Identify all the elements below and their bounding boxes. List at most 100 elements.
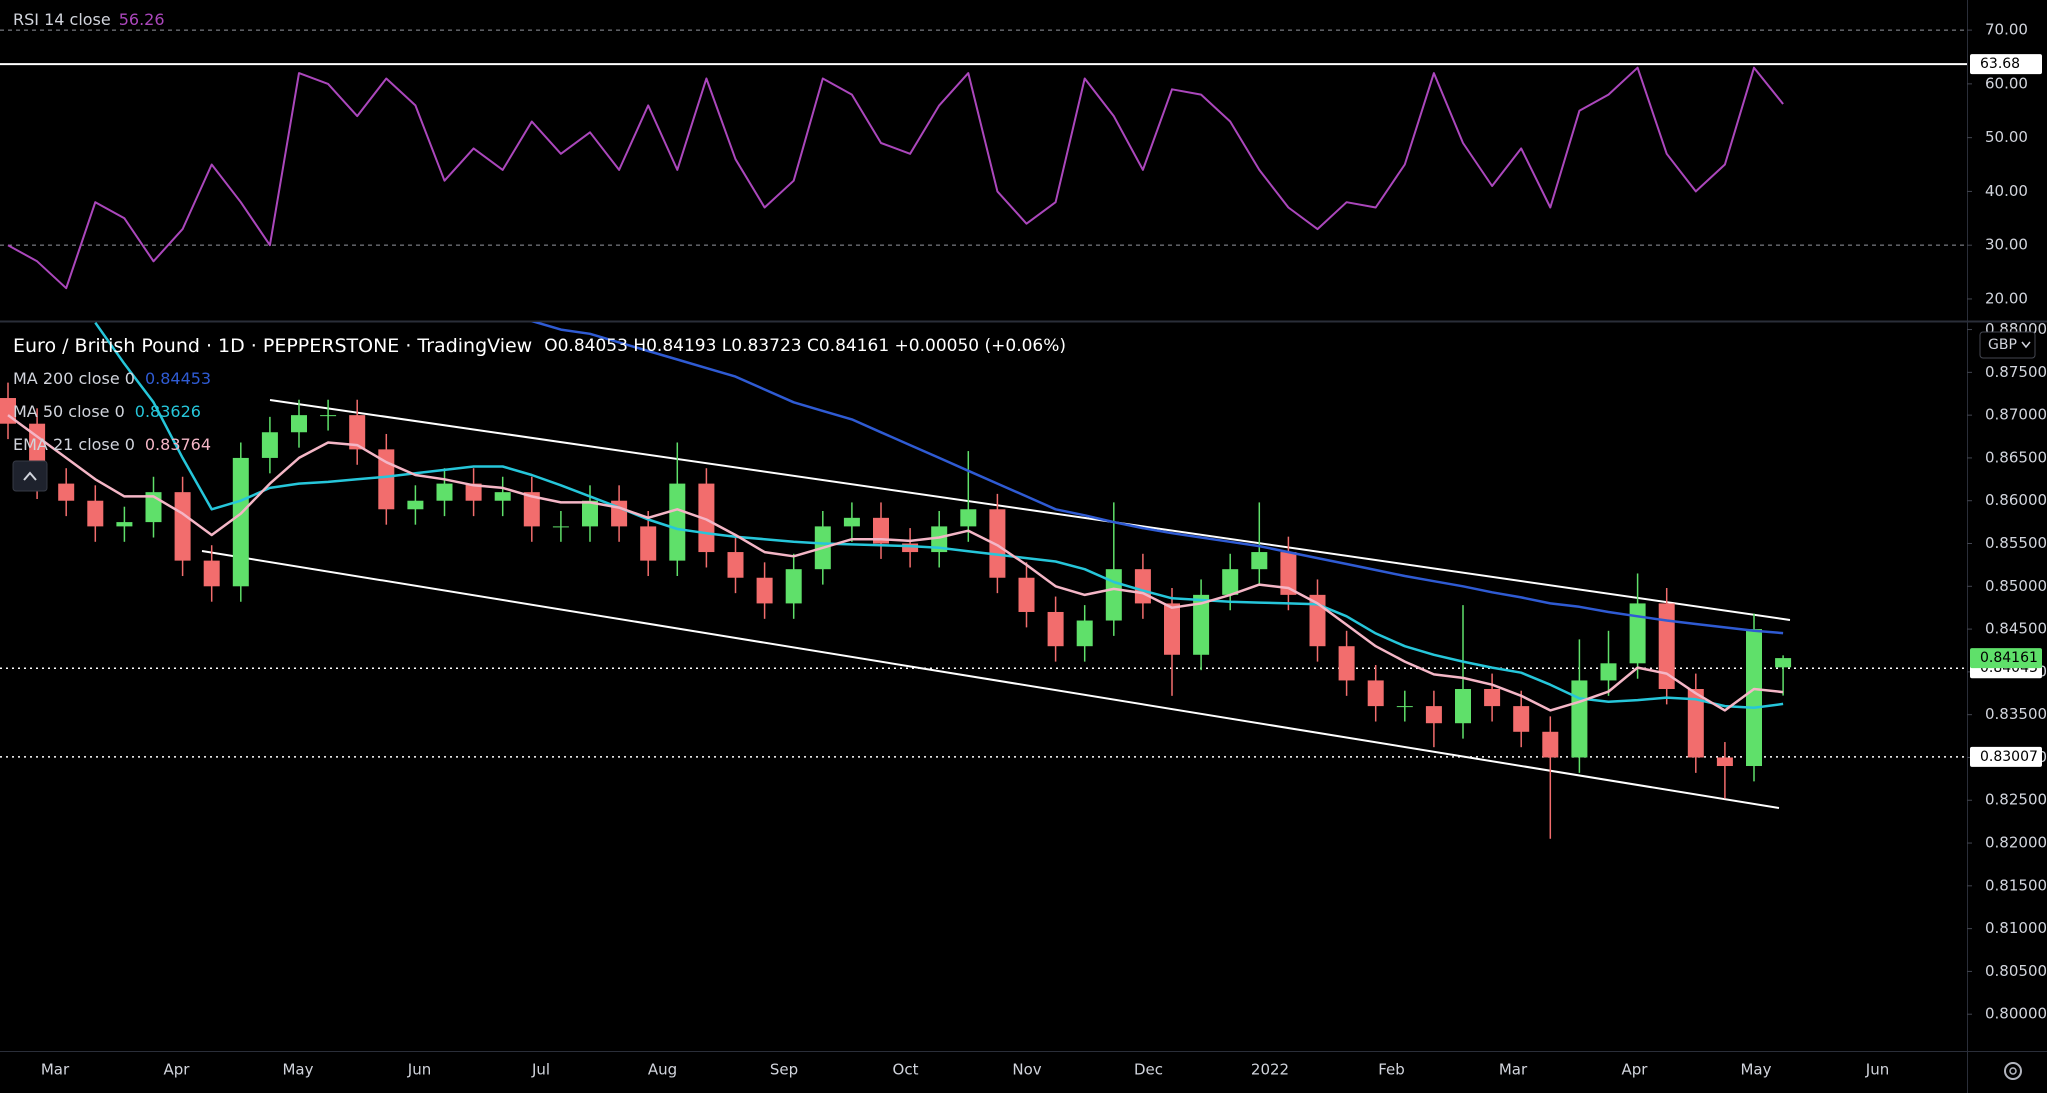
x-tick-label: Jun [407, 1061, 431, 1079]
candle-body [873, 517, 889, 544]
indicator-legend-row: MA 50 close 0 0.83626 [13, 402, 201, 421]
y-tick-label: 0.85000 [1985, 577, 2047, 595]
candle-body [1193, 594, 1210, 655]
price-label: 0.83007 [1980, 749, 2038, 765]
rsi-value: 56.26 [119, 10, 165, 29]
candle-body [261, 432, 278, 458]
candle-body [1629, 603, 1646, 664]
candle-body [1600, 663, 1617, 681]
indicator-value: 0.84453 [145, 369, 211, 388]
rsi-legend: RSI 14 close 56.26 [13, 10, 165, 29]
candle-body [407, 500, 424, 510]
price-pane [0, 322, 1967, 839]
moving-average-line [7, 414, 1784, 712]
y-tick-label: 0.80000 [1985, 1005, 2047, 1023]
x-tick-label: Apr [1622, 1061, 1649, 1079]
candle-body [989, 509, 1006, 578]
price-label-box [1970, 54, 2042, 75]
y-tick-label: 0.87500 [1985, 363, 2047, 381]
indicator-name: MA 50 close 0 [13, 402, 125, 421]
candle-body [1746, 629, 1762, 767]
y-tick-label: 0.87000 [1985, 406, 2047, 424]
moving-average-line [531, 322, 1784, 635]
candle-body [727, 552, 744, 578]
y-tick-label: 20.00 [1985, 289, 2028, 307]
y-tick-label: 0.84500 [1985, 620, 2047, 638]
settings-button[interactable] [2004, 1062, 2022, 1080]
x-tick-label: May [1740, 1061, 1771, 1079]
candle-body [1513, 706, 1530, 732]
currency-button[interactable]: GBP [1979, 331, 2036, 359]
candle-body [174, 492, 191, 561]
price-label: 0.84161 [1980, 650, 2038, 666]
candle-body [58, 483, 75, 501]
collapse-button[interactable] [12, 460, 48, 492]
x-tick-label: Mar [1499, 1061, 1528, 1079]
x-tick-label: Feb [1378, 1061, 1405, 1079]
candle-body [1134, 569, 1151, 604]
moving-average-line [94, 322, 1784, 710]
candle-body [1687, 688, 1704, 758]
candle-body [640, 526, 657, 561]
candle-body [1251, 552, 1268, 570]
currency-label: GBP [1988, 337, 2017, 353]
rsi-title: RSI 14 close [13, 10, 111, 29]
x-tick-label: Sep [770, 1061, 798, 1079]
candle-body [291, 415, 307, 433]
candle-body [669, 483, 686, 561]
axes: 20.00 30.00 40.00 50.00 60.00 70.00 63.68 0.800… [41, 21, 2047, 1079]
candle-body [960, 509, 977, 527]
indicator-legend-row: EMA 21 close 0 0.83764 [13, 435, 211, 454]
candle-body [1571, 680, 1588, 758]
y-tick-label: 70.00 [1985, 21, 2028, 39]
candle-body [552, 526, 569, 528]
indicator-value: 0.83764 [145, 435, 211, 454]
candle-body [582, 500, 598, 527]
y-tick-label: 0.82000 [1985, 834, 2047, 852]
y-tick-label: 0.80500 [1985, 962, 2047, 980]
candle-body [902, 543, 919, 553]
price-label: 63.68 [1980, 56, 2020, 72]
indicator-name: MA 200 close 0 [13, 369, 135, 388]
candle-body [698, 483, 715, 553]
candle-body [1484, 688, 1501, 707]
indicator-legend-row: MA 200 close 0 0.84453 [13, 369, 211, 388]
candle-body [465, 483, 482, 501]
y-tick-label: 0.85500 [1985, 534, 2047, 552]
candle-body [1455, 688, 1471, 724]
y-tick-label: 60.00 [1985, 74, 2028, 92]
y-tick-label: 0.83500 [1985, 705, 2047, 723]
x-tick-label: 2022 [1251, 1061, 1289, 1079]
ohlc-values: O0.84053 H0.84193 L0.83723 C0.84161 +0.0… [544, 336, 1066, 356]
channel-lower [201, 550, 1780, 809]
x-tick-label: Dec [1134, 1061, 1163, 1079]
x-tick-label: Jun [1865, 1061, 1889, 1079]
y-tick-label: 50.00 [1985, 128, 2028, 146]
candle-body [1105, 569, 1122, 621]
candle-body [1658, 603, 1675, 689]
candle-body [320, 415, 337, 417]
indicator-legend: MA 200 close 0 0.84453 MA 50 close 0 0.8362… [13, 369, 211, 454]
candle-body [931, 526, 948, 553]
y-tick-label: 0.82500 [1985, 791, 2047, 809]
candle-body [1338, 646, 1355, 681]
x-tick-label: Aug [648, 1061, 677, 1079]
candle-body [1716, 757, 1733, 767]
candle-body [785, 569, 802, 604]
candle-body [1076, 620, 1093, 647]
price-label-box [1970, 648, 2042, 669]
candle-body [87, 500, 104, 527]
symbol-title: Euro / British Pound · 1D · PEPPERSTONE … [13, 335, 532, 357]
candle-body [1280, 552, 1297, 595]
channel-upper [269, 399, 1791, 621]
indicator-name: EMA 21 close 0 [13, 435, 135, 454]
candle-body [1542, 731, 1559, 758]
candle-body [843, 517, 860, 527]
rsi-pane [0, 29, 1967, 290]
y-tick-label: 0.81000 [1985, 919, 2047, 937]
candle-body [349, 415, 366, 450]
candle-body [203, 560, 220, 587]
candle-body [1018, 577, 1035, 612]
y-tick-label: 0.86500 [1985, 448, 2047, 466]
